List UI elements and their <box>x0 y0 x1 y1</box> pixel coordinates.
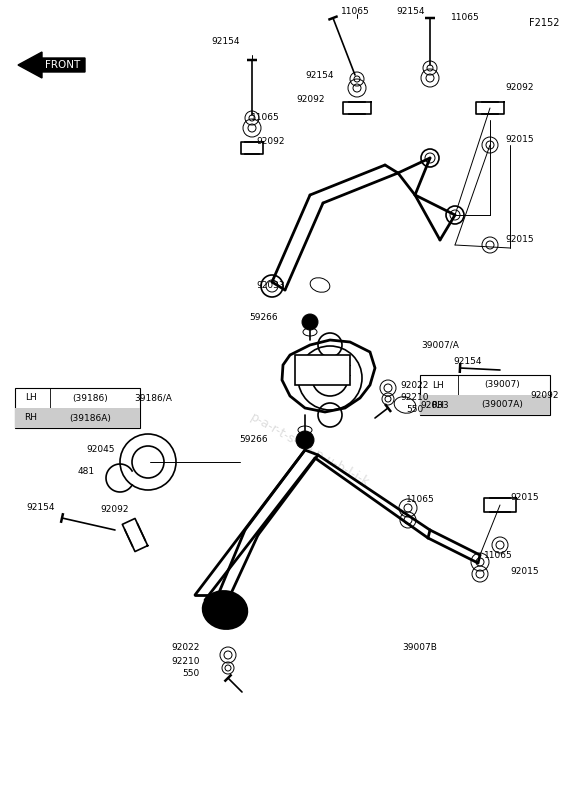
Text: 92045: 92045 <box>87 446 115 454</box>
Circle shape <box>296 431 314 449</box>
Bar <box>420 395 550 415</box>
Polygon shape <box>282 340 375 412</box>
Text: FRONT: FRONT <box>46 60 80 70</box>
Bar <box>15 408 140 428</box>
Text: 39007B: 39007B <box>402 643 438 653</box>
Text: 550: 550 <box>183 670 200 678</box>
Text: (39007A): (39007A) <box>481 401 523 410</box>
Text: 92154: 92154 <box>454 358 482 366</box>
Text: 92210: 92210 <box>401 394 429 402</box>
Text: 92154: 92154 <box>397 7 425 17</box>
Text: 92154: 92154 <box>212 38 240 46</box>
Text: 11065: 11065 <box>484 550 512 559</box>
Bar <box>295 355 350 385</box>
Text: 92015: 92015 <box>506 135 534 145</box>
Text: 550: 550 <box>406 406 424 414</box>
Text: 11065: 11065 <box>340 7 369 17</box>
Text: 92092: 92092 <box>506 83 534 93</box>
Circle shape <box>302 314 318 330</box>
Text: 11065: 11065 <box>451 14 479 22</box>
Bar <box>420 375 550 415</box>
Polygon shape <box>18 52 85 78</box>
Text: F2152: F2152 <box>529 18 560 28</box>
Text: 92015: 92015 <box>506 235 534 245</box>
Text: 11065: 11065 <box>251 114 280 122</box>
Text: 92033: 92033 <box>421 401 449 410</box>
Text: RH: RH <box>24 414 38 422</box>
Text: p-a-r-t-s-r-e-p-u-b-l-i-k: p-a-r-t-s-r-e-p-u-b-l-i-k <box>248 410 372 490</box>
Text: LH: LH <box>25 394 37 402</box>
Text: 92022: 92022 <box>172 643 200 653</box>
Text: (39007): (39007) <box>484 381 520 390</box>
Text: 59266: 59266 <box>249 314 278 322</box>
Text: 59266: 59266 <box>239 435 268 445</box>
Ellipse shape <box>203 591 247 629</box>
Text: 92154: 92154 <box>27 503 55 513</box>
Text: 39186/A: 39186/A <box>134 394 172 402</box>
Text: 92210: 92210 <box>172 657 200 666</box>
Text: 92015: 92015 <box>511 494 539 502</box>
Text: (39186): (39186) <box>72 394 108 402</box>
Text: 481: 481 <box>78 467 95 477</box>
Text: 92092: 92092 <box>297 95 325 105</box>
Text: 92154: 92154 <box>306 70 334 79</box>
Text: 92092: 92092 <box>531 390 560 399</box>
Text: 92033: 92033 <box>257 281 285 290</box>
Text: 11065: 11065 <box>406 495 435 505</box>
Text: 92015: 92015 <box>511 567 539 577</box>
Bar <box>15 388 140 428</box>
Text: 39007/A: 39007/A <box>421 341 459 350</box>
Text: 92022: 92022 <box>401 381 429 390</box>
Text: RH: RH <box>432 401 444 410</box>
Text: 92092: 92092 <box>101 506 129 514</box>
Text: 92092: 92092 <box>257 138 285 146</box>
Text: (39186A): (39186A) <box>69 414 111 422</box>
Text: LH: LH <box>432 381 444 390</box>
